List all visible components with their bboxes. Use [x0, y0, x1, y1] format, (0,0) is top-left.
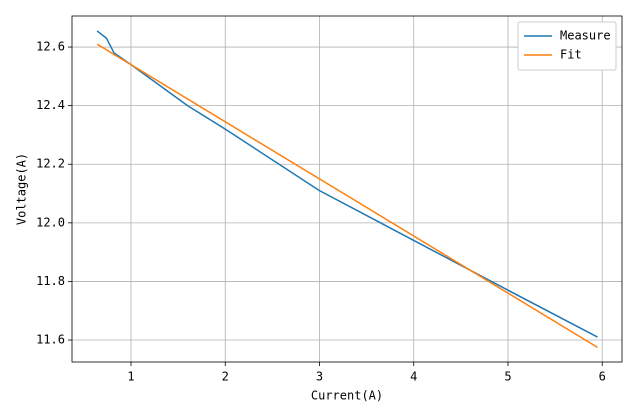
y-tick-label: 12.6 [36, 40, 65, 54]
data-line [96, 30, 598, 338]
legend: Measure Fit [517, 21, 617, 71]
data-line [96, 43, 598, 348]
x-tick-label: 5 [504, 370, 511, 384]
x-tick-label: 6 [599, 370, 606, 384]
legend-box [517, 21, 617, 71]
y-tick-label: 11.8 [36, 274, 65, 288]
legend-label: Measure [560, 29, 611, 43]
y-tick-label: 12.0 [36, 215, 65, 229]
x-axis-label: Current(A) [311, 389, 383, 403]
x-tick-label: 1 [127, 370, 134, 384]
y-axis-label: Voltage(A) [15, 153, 29, 225]
y-tick-label: 11.6 [36, 333, 65, 347]
plot-frame [71, 15, 623, 363]
legend-label: Fit [560, 48, 582, 62]
y-tick-label: 12.2 [36, 157, 65, 171]
x-tick-label: 2 [222, 370, 229, 384]
y-tick-label: 12.4 [36, 98, 65, 112]
x-tick-label: 4 [410, 370, 417, 384]
x-tick-label: 3 [316, 370, 323, 384]
